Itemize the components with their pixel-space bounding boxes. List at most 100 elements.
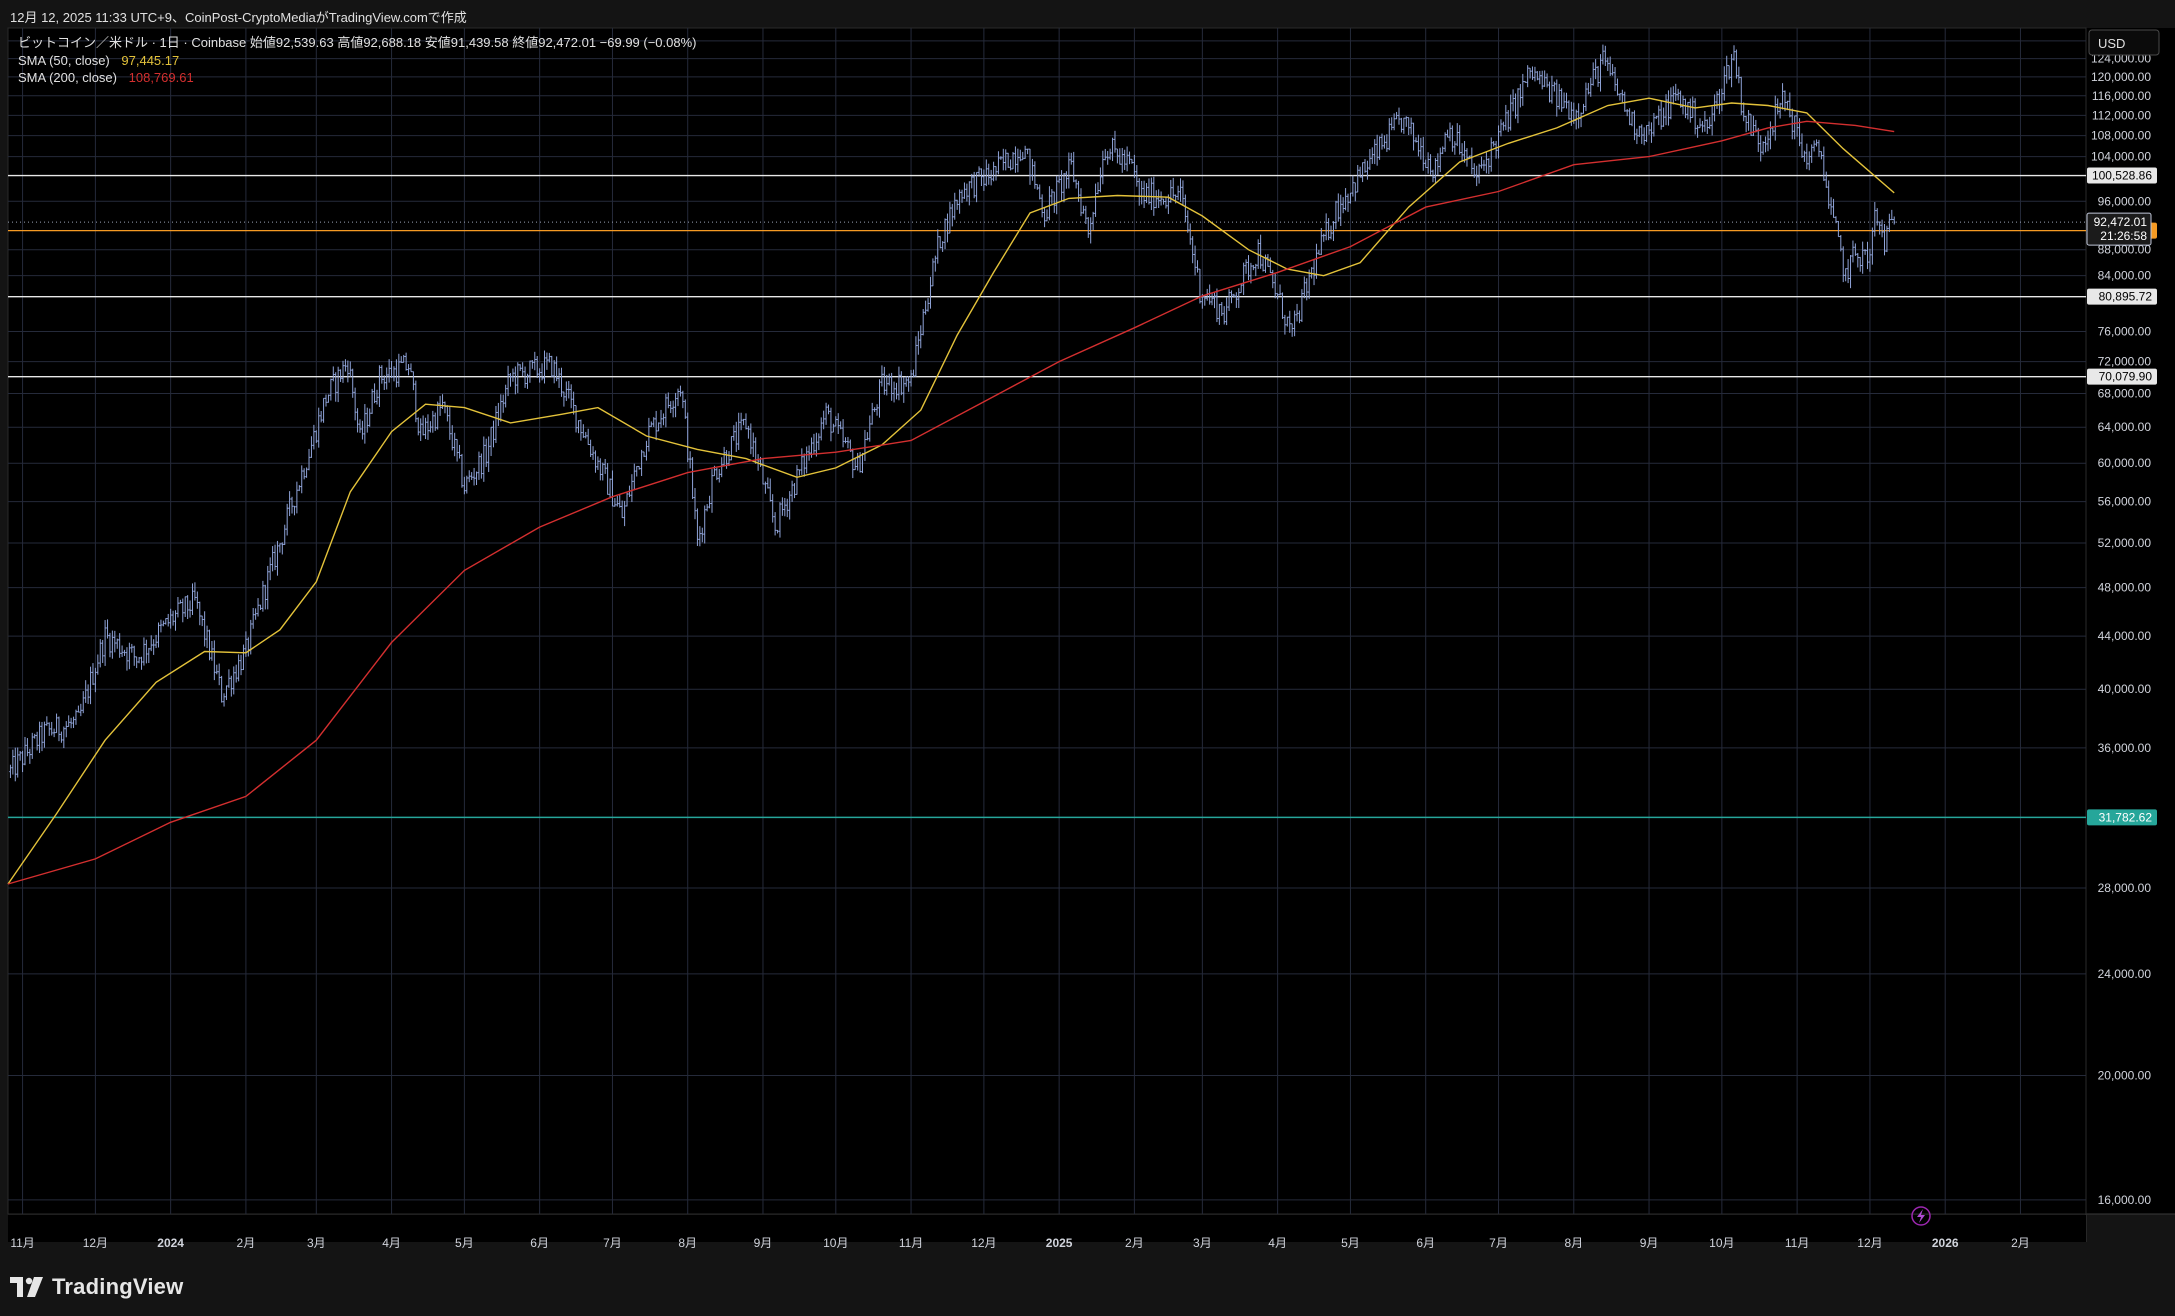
ohlc-bar	[829, 407, 833, 442]
ohlc-bar	[424, 417, 427, 440]
ohlc-bar	[708, 495, 711, 509]
ohlc-bar	[1458, 125, 1461, 155]
ohlc-bar	[511, 368, 515, 382]
ohlc-bar	[977, 166, 981, 177]
ohlc-bar	[1490, 137, 1493, 172]
ohlc-bar	[1822, 146, 1826, 182]
ohlc-bar	[900, 371, 903, 396]
ohlc-bar	[1045, 209, 1049, 222]
ohlc-bar	[1339, 194, 1342, 227]
time-scale-area[interactable]	[8, 1215, 2086, 1242]
sma200-line[interactable]	[7, 120, 1895, 885]
ohlc-bar	[1375, 134, 1379, 166]
ohlc-bar	[1014, 146, 1017, 173]
ohlc-bar	[1096, 182, 1100, 195]
ohlc-bar	[1725, 55, 1728, 84]
ohlc-bar	[1252, 265, 1255, 271]
ohlc-bar	[460, 453, 464, 488]
ohlc-bar	[319, 411, 323, 423]
tradingview-logo[interactable]: TradingView	[10, 1274, 183, 1300]
price-chart[interactable]: 128,000.00124,000.00120,000.00116,000.00…	[0, 26, 2175, 1256]
ohlc-bar	[1652, 112, 1656, 137]
plot-area[interactable]	[8, 28, 2086, 1214]
price-tick-label: 108,000.00	[2091, 129, 2151, 143]
ohlc-bar	[145, 639, 148, 664]
ohlc-bar	[642, 451, 646, 457]
ohlc-bar	[1329, 225, 1333, 240]
ohlc-bar	[620, 500, 624, 519]
ohlc-bar	[693, 488, 697, 520]
ohlc-bar	[315, 430, 318, 444]
ohlc-bar	[184, 596, 187, 617]
price-tick-label: 104,000.00	[2091, 150, 2151, 164]
ohlc-bar	[179, 599, 182, 604]
lightning-icon[interactable]	[1911, 1206, 1931, 1226]
ohlc-bar	[215, 664, 218, 675]
ohlc-bar	[1810, 144, 1813, 163]
ohlc-bar	[1259, 234, 1262, 269]
ohlc-bar	[1028, 148, 1032, 185]
ohlc-bar	[463, 476, 466, 495]
ohlc-bar	[1434, 158, 1437, 184]
ohlc-bar	[1878, 221, 1881, 235]
time-tick-label: 8月	[678, 1236, 697, 1250]
ohlc-bar	[130, 643, 134, 653]
ohlc-bar	[1812, 140, 1816, 152]
ohlc-bar	[1856, 253, 1860, 268]
price-tick-label: 84,000.00	[2098, 269, 2152, 283]
ohlc-bar	[739, 412, 743, 431]
ohlc-bar	[557, 368, 561, 388]
ohlc-bar	[773, 512, 777, 536]
ohlc-bar	[1684, 98, 1687, 119]
ohlc-bar	[1623, 91, 1626, 112]
ohlc-bar	[1701, 120, 1704, 133]
ohlc-bar	[135, 656, 138, 669]
ohlc-bar	[35, 731, 39, 751]
ohlc-bar	[283, 524, 286, 545]
ohlc-bar	[1186, 210, 1189, 233]
ohlc-bar	[992, 161, 995, 182]
sma50-line[interactable]	[7, 97, 1895, 885]
ohlc-bar	[1337, 193, 1340, 222]
ohlc-bar	[640, 449, 643, 477]
ohlc-bar	[737, 412, 740, 450]
ohlc-bar	[1358, 166, 1362, 178]
ohlc-bar	[1172, 177, 1175, 199]
ohlc-bar	[1193, 245, 1197, 276]
ohlc-bar	[584, 431, 587, 439]
ohlc-bar	[436, 401, 439, 430]
time-tick-label: 2024	[157, 1236, 184, 1250]
ohlc-bar	[1492, 141, 1495, 147]
ohlc-bar	[477, 451, 481, 480]
ohlc-bar	[419, 418, 422, 442]
currency-button[interactable]: USD	[2088, 29, 2160, 56]
time-tick-label: 7月	[1489, 1236, 1508, 1250]
ohlc-bar	[572, 391, 575, 415]
ohlc-bar	[395, 359, 398, 388]
ohlc-bar	[1361, 162, 1364, 183]
ohlc-bar	[832, 423, 835, 433]
ohlc-bar	[1723, 66, 1726, 101]
ohlc-bar	[1470, 147, 1474, 175]
ohlc-bar	[1543, 70, 1546, 87]
ohlc-bar	[230, 675, 233, 697]
ohlc-bar	[1038, 184, 1041, 200]
ohlc-bar	[1839, 234, 1843, 252]
ohlc-bar	[1555, 79, 1558, 117]
ohlc-bar	[225, 685, 228, 701]
ohlc-bar	[48, 722, 51, 736]
ohlc-bar	[205, 625, 209, 649]
ohlc-bar	[766, 477, 770, 489]
ohlc-bar	[52, 728, 56, 738]
price-tick-label: 72,000.00	[2098, 355, 2152, 369]
ohlc-bar	[1227, 289, 1231, 312]
ohlc-bar	[67, 715, 70, 727]
ohlc-bar	[1873, 202, 1877, 237]
ohlc-bar	[1436, 153, 1440, 176]
ohlc-bar	[686, 412, 689, 463]
ohlc-bar	[1562, 92, 1566, 109]
ohlc-bar	[1043, 207, 1046, 228]
ohlc-bar	[344, 359, 347, 372]
ohlc-bar	[1230, 290, 1233, 304]
ohlc-bar	[827, 404, 830, 415]
